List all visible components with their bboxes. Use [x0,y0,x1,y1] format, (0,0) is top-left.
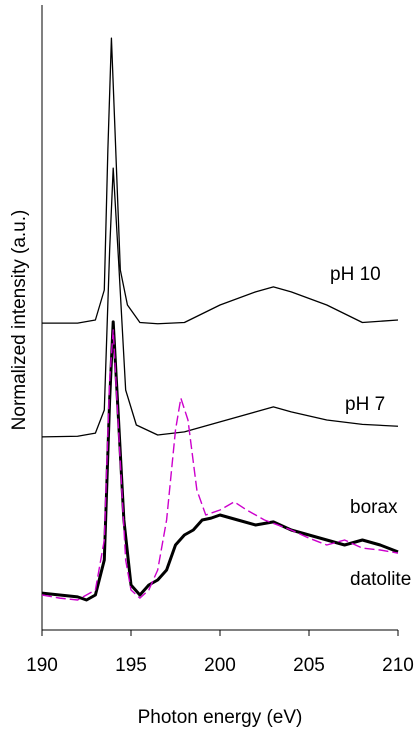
series-label: pH 7 [345,394,385,415]
series-line [42,37,399,325]
x-tick-label: 210 [382,655,414,676]
series-line [41,320,399,602]
x-tick-label: 190 [26,655,58,676]
series-label: borax [350,497,398,518]
x-axis-label: Photon energy (eV) [138,707,303,728]
series-label: datolite [350,569,411,590]
x-tick-label: 195 [115,655,147,676]
x-tick-label: 205 [293,655,325,676]
series-line [41,329,399,601]
y-axis-label: Normalized intensity (a.u.) [9,210,30,431]
series-line [41,167,399,438]
x-tick-label: 200 [204,655,236,676]
series-label: pH 10 [330,264,381,285]
